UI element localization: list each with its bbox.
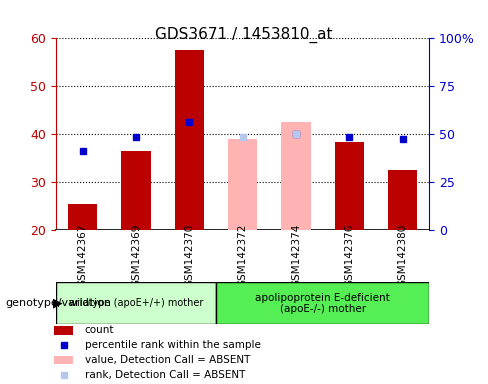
Bar — [68, 204, 98, 230]
Bar — [54, 356, 73, 364]
Text: GSM142376: GSM142376 — [345, 223, 354, 287]
Text: ▶: ▶ — [53, 297, 63, 310]
Bar — [54, 326, 73, 334]
Bar — [282, 122, 311, 230]
Bar — [269, 230, 323, 282]
Bar — [109, 230, 163, 282]
Text: wildtype (apoE+/+) mother: wildtype (apoE+/+) mother — [69, 298, 203, 308]
Bar — [175, 50, 204, 230]
Text: count: count — [85, 325, 114, 336]
Text: GSM142380: GSM142380 — [398, 223, 408, 287]
Bar — [228, 139, 258, 230]
Text: GDS3671 / 1453810_at: GDS3671 / 1453810_at — [155, 27, 333, 43]
Bar — [56, 282, 216, 324]
Bar — [388, 170, 417, 230]
Bar — [216, 230, 269, 282]
Text: GSM142370: GSM142370 — [184, 223, 194, 287]
Bar — [335, 142, 364, 230]
Bar — [323, 230, 376, 282]
Text: GSM142372: GSM142372 — [238, 223, 248, 287]
Text: value, Detection Call = ABSENT: value, Detection Call = ABSENT — [85, 355, 250, 365]
Text: genotype/variation: genotype/variation — [5, 298, 111, 308]
Bar — [163, 230, 216, 282]
Bar — [122, 151, 151, 230]
Text: percentile rank within the sample: percentile rank within the sample — [85, 340, 261, 350]
Text: GSM142369: GSM142369 — [131, 223, 141, 287]
Text: apolipoprotein E-deficient
(apoE-/-) mother: apolipoprotein E-deficient (apoE-/-) mot… — [255, 293, 390, 314]
Bar — [376, 230, 429, 282]
Text: GSM142367: GSM142367 — [78, 223, 88, 287]
Text: rank, Detection Call = ABSENT: rank, Detection Call = ABSENT — [85, 370, 245, 380]
Text: GSM142374: GSM142374 — [291, 223, 301, 287]
Bar — [216, 282, 429, 324]
Bar — [56, 230, 109, 282]
